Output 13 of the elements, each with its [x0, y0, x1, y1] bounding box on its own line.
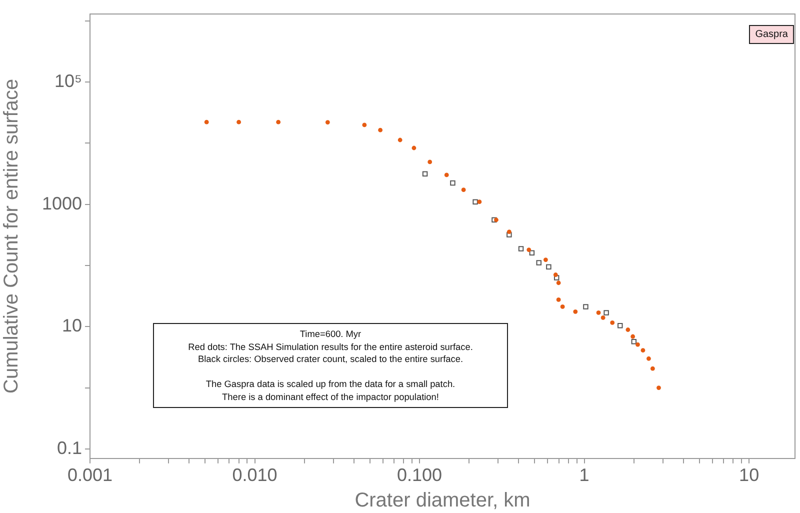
text: Gaspra — [749, 25, 794, 44]
x-axis-title: Crater diameter, km — [354, 490, 530, 512]
y-tick-label: 10 — [62, 316, 82, 336]
y-tick-label: 0.1 — [56, 438, 82, 458]
x-tick-label: 1 — [579, 465, 590, 486]
x-tick-label: 0.001 — [67, 465, 113, 486]
x-tick-label: 0.010 — [232, 465, 278, 486]
text: Time=600. Myr Red dots: The SSAH Simulation results for the entire asteroid surface. Black circles: Observed crater count, scaled to the entire surface. The Gaspra data is scaled up from the data for a small patch. There is a dominant effect of the impactor population! — [188, 329, 473, 402]
y-tick-label: 1000 — [42, 193, 82, 214]
y-tick-label: 10⁵ — [54, 71, 82, 92]
x-tick-label: 10 — [739, 465, 760, 486]
x-tick-label: 0.100 — [397, 465, 442, 486]
y-axis-title: Cumulative Count for entire surface — [0, 78, 23, 394]
